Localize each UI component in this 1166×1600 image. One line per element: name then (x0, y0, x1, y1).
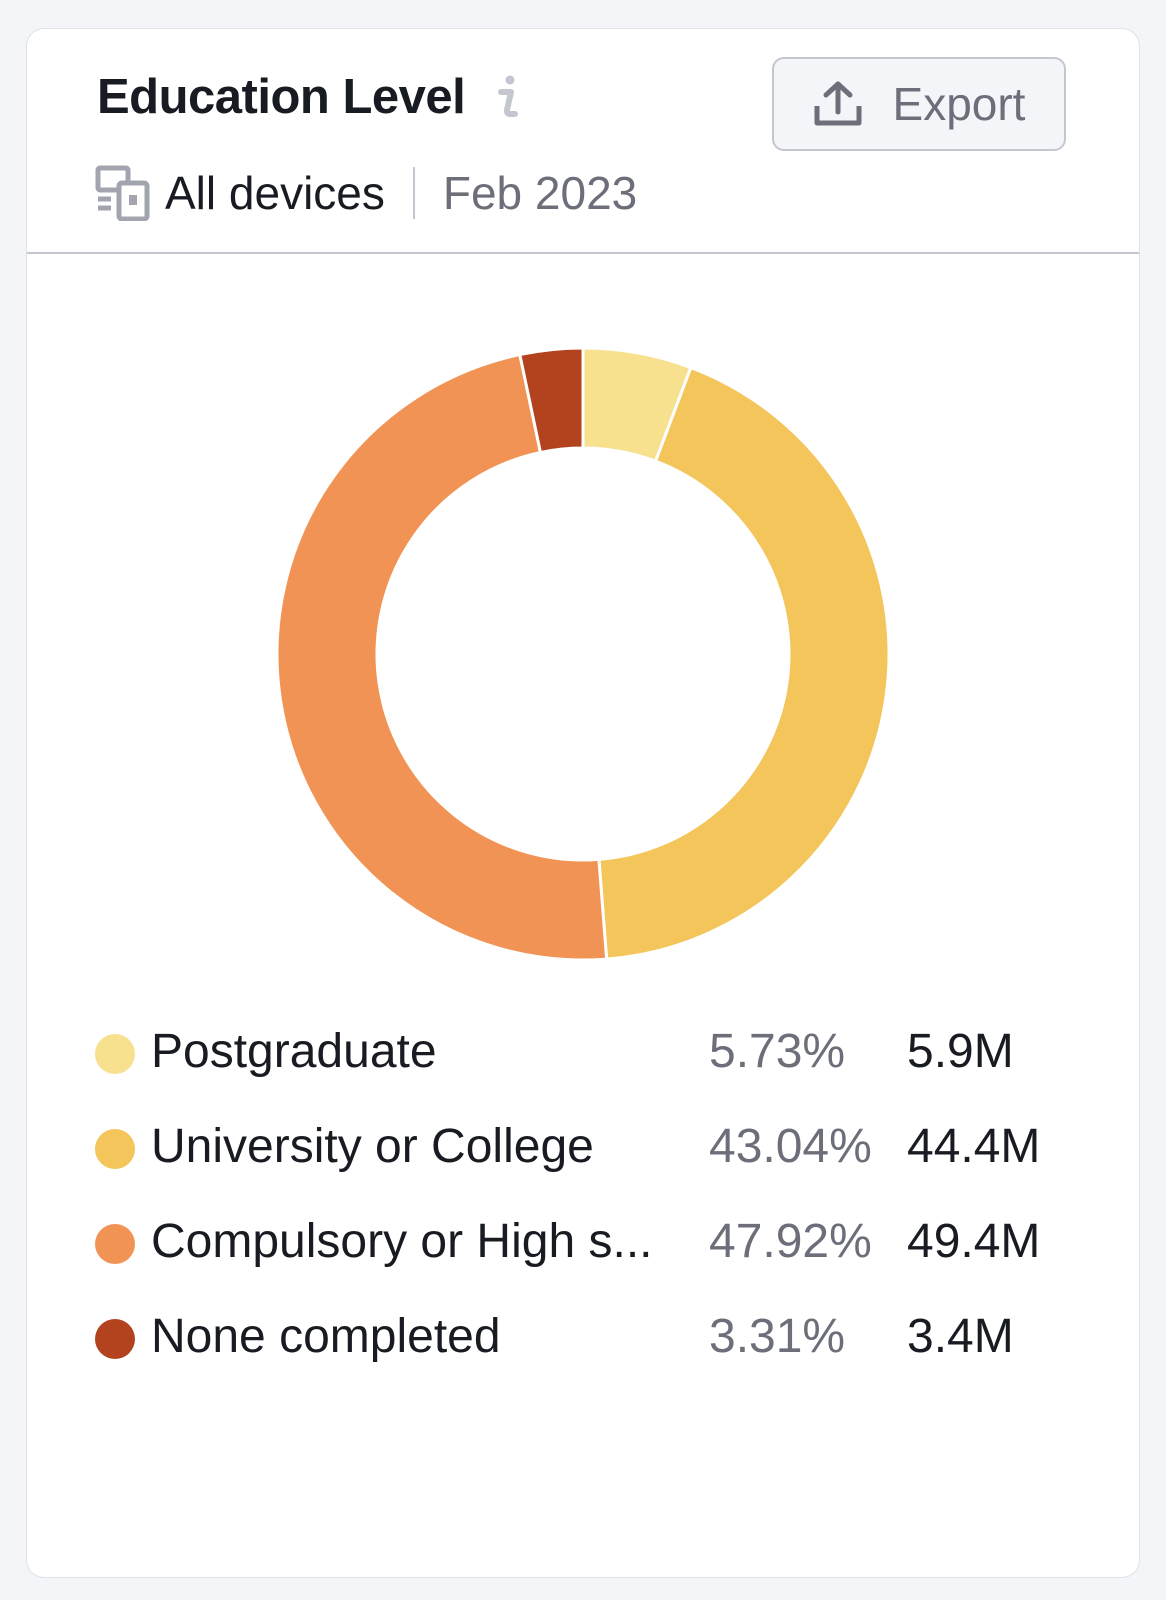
donut-slice-compulsory-or-high-s[interactable] (275, 352, 609, 962)
donut-slice-none-completed[interactable] (518, 346, 585, 455)
legend-row[interactable]: Postgraduate 5.73% 5.9M (27, 1014, 1141, 1094)
legend-label: Postgraduate (151, 1025, 437, 1078)
legend-swatch (95, 1034, 135, 1074)
donut-slice-university-or-college[interactable] (597, 365, 891, 961)
legend-swatch (95, 1129, 135, 1169)
legend-percent: 5.73% (709, 1025, 846, 1078)
upload-icon (813, 80, 863, 128)
date-label: Feb 2023 (442, 167, 638, 219)
legend-value: 3.4M (907, 1310, 1014, 1363)
legend-percent: 3.31% (709, 1310, 846, 1363)
legend-value: 5.9M (907, 1025, 1014, 1078)
legend-swatch (95, 1224, 135, 1264)
divider (412, 167, 415, 219)
legend-row[interactable]: None completed 3.31% 3.4M (27, 1299, 1141, 1379)
legend-swatch (95, 1319, 135, 1359)
legend-value: 44.4M (907, 1120, 1041, 1173)
info-icon[interactable] (495, 72, 521, 122)
export-label: Export (892, 78, 1026, 130)
legend-label: Compulsory or High s... (151, 1215, 653, 1268)
legend-row[interactable]: University or College 43.04% 44.4M (27, 1109, 1141, 1189)
legend-percent: 47.92% (709, 1215, 872, 1268)
device-filter[interactable]: All devices (165, 167, 385, 219)
legend-label: University or College (151, 1120, 594, 1173)
meta-row: All devices Feb 2023 (95, 161, 637, 225)
legend-label: None completed (151, 1310, 501, 1363)
export-button[interactable]: Export (772, 57, 1066, 151)
devices-icon (95, 165, 151, 222)
chart-area (27, 254, 1141, 1014)
education-level-card: Education Level Export (26, 28, 1140, 1578)
legend-percent: 43.04% (709, 1120, 872, 1173)
legend-value: 49.4M (907, 1215, 1041, 1268)
title-row: Education Level (97, 69, 521, 125)
card-title: Education Level (97, 70, 466, 124)
donut-chart (275, 346, 891, 962)
legend-row[interactable]: Compulsory or High s... 47.92% 49.4M (27, 1204, 1141, 1284)
card-header: Education Level Export (27, 29, 1139, 254)
